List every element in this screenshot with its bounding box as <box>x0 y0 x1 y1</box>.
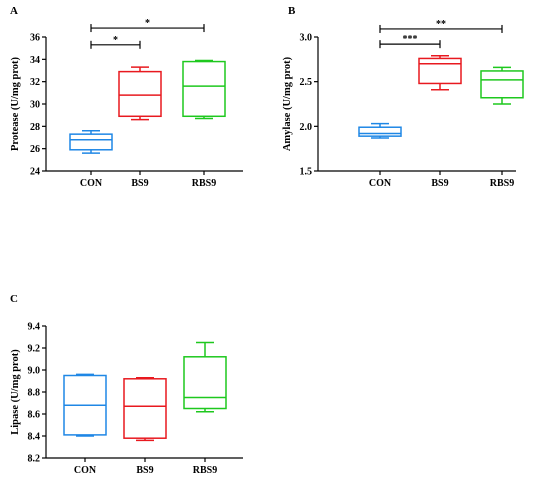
panel-c: C 8.2 8.4 8.6 8.8 9.0 9.2 9.4 Lipase (U/mg prot)… <box>10 293 243 476</box>
y-tick-label: 36 <box>30 33 40 44</box>
x-tick-label: RBS9 <box>193 465 217 476</box>
box-rbs9 <box>182 59 226 120</box>
y-tick-label: 26 <box>30 144 40 155</box>
panel-letter: A <box>10 5 18 17</box>
y-tick-label: 30 <box>30 100 40 111</box>
box-bs9 <box>123 376 167 442</box>
box-iqr <box>69 133 113 151</box>
box-iqr <box>118 70 162 118</box>
y-tick-label: 2.0 <box>300 122 313 133</box>
y-tick-label: 9.4 <box>28 322 41 333</box>
y-tick-label: 8.8 <box>28 388 41 399</box>
box-iqr <box>123 378 167 439</box>
y-tick-label: 8.4 <box>28 432 41 443</box>
x-tick-label: CON <box>369 178 392 189</box>
y-tick-label: 28 <box>30 122 40 133</box>
box-rbs9 <box>480 66 524 105</box>
significance-bracket: * <box>90 35 141 49</box>
box-iqr <box>182 60 226 118</box>
panel-letter: B <box>288 5 296 17</box>
x-tick-label: CON <box>74 465 97 476</box>
significance-label: *** <box>403 34 418 45</box>
x-tick-label: RBS9 <box>490 178 514 189</box>
x-tick-label: BS9 <box>136 465 153 476</box>
significance-bracket: * <box>90 18 205 33</box>
box-con <box>358 122 402 139</box>
significance-bracket: *** <box>379 34 441 49</box>
x-tick-label: CON <box>80 178 103 189</box>
box-iqr <box>480 70 524 99</box>
significance-label: ** <box>436 19 446 30</box>
y-tick-label: 8.6 <box>28 410 41 421</box>
panel-b: B 1.5 2.0 2.5 3.0 Amylase (U/mg prot) CON BS9 RB… <box>282 5 524 189</box>
box-iqr <box>418 57 462 85</box>
box-bs9 <box>118 66 162 121</box>
box-rbs9 <box>183 341 227 413</box>
y-axis-title: Protease (U/mg prot) <box>10 56 21 151</box>
box-con <box>63 373 107 437</box>
x-tick-label: RBS9 <box>192 178 216 189</box>
y-axis-title: Amylase (U/mg prot) <box>282 56 293 151</box>
y-tick-label: 34 <box>30 55 40 66</box>
y-tick-label: 2.5 <box>300 77 313 88</box>
box-iqr <box>358 126 402 137</box>
y-tick-label: 3.0 <box>300 33 313 44</box>
box-iqr <box>183 356 227 410</box>
y-tick-label: 8.2 <box>28 454 41 465</box>
x-tick-label: BS9 <box>131 178 148 189</box>
box-con <box>69 130 113 154</box>
significance-bracket: ** <box>379 19 503 33</box>
significance-label: * <box>145 18 150 29</box>
panel-letter: C <box>10 293 18 305</box>
panel-a: A 24 26 28 30 32 34 36 Protease (U/mg prot) CON BS… <box>10 5 243 189</box>
x-tick-label: BS9 <box>431 178 448 189</box>
y-axis-title: Lipase (U/mg prot) <box>10 349 21 435</box>
box-bs9 <box>418 55 462 91</box>
y-tick-label: 1.5 <box>300 167 313 178</box>
significance-label: * <box>113 35 118 46</box>
y-tick-label: 9.2 <box>28 344 41 355</box>
y-tick-label: 32 <box>30 77 40 88</box>
y-tick-label: 24 <box>30 167 40 178</box>
y-tick-label: 9.0 <box>28 366 41 377</box>
